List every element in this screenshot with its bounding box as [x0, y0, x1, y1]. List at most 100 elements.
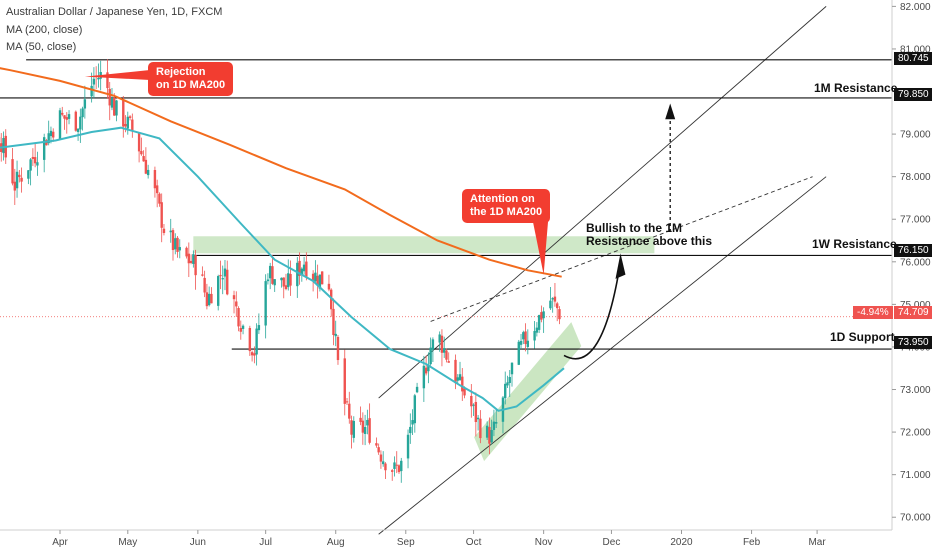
candle-body	[363, 427, 367, 434]
candle-body	[160, 202, 163, 228]
candle-body	[289, 273, 292, 286]
candle-body	[519, 340, 523, 345]
x-tick-label: Sep	[397, 537, 415, 548]
tag-change-percent: -4.94%	[853, 306, 893, 319]
candle-body	[189, 260, 193, 263]
candle-body	[155, 185, 159, 194]
target-arrowhead	[665, 103, 676, 120]
y-tick-label: 75.000	[900, 300, 931, 311]
candle-body	[454, 359, 457, 384]
candle-body	[485, 425, 489, 438]
candle-body	[13, 181, 16, 191]
candle-body	[429, 347, 432, 365]
candle-body	[76, 128, 80, 132]
candle-body	[257, 325, 261, 331]
candle-body	[443, 348, 446, 353]
candle-body	[33, 157, 37, 164]
candle-body	[169, 230, 172, 233]
candle-body	[431, 339, 435, 350]
candle-body	[400, 460, 403, 472]
candle-body	[42, 137, 46, 160]
tag-73950: 73.950	[894, 336, 932, 349]
attention-pointer	[533, 222, 548, 275]
candle-body	[415, 386, 419, 393]
support-zone	[474, 322, 582, 462]
tag-76150: 76.150	[894, 244, 932, 257]
candle-body	[537, 315, 541, 330]
candle-body	[332, 308, 335, 335]
candle-body	[296, 262, 299, 287]
candle-body	[235, 301, 238, 307]
y-tick-label: 71.000	[900, 470, 931, 481]
candle-body	[524, 331, 527, 345]
candle-body	[15, 171, 19, 189]
candle-body	[83, 99, 87, 109]
candle-body	[535, 327, 539, 333]
candle-body	[327, 283, 331, 290]
candle-body	[264, 281, 267, 326]
candle-body	[124, 123, 127, 127]
candle-body	[115, 100, 118, 116]
candle-body	[494, 422, 498, 424]
candle-body	[551, 298, 554, 300]
x-tick-label: May	[118, 537, 137, 548]
candle-body	[18, 174, 21, 178]
ma50-line	[0, 126, 565, 412]
candle-body	[140, 151, 143, 155]
candle-body	[20, 177, 23, 182]
level-lines	[0, 59, 892, 350]
candle-body	[65, 117, 68, 120]
candle-body	[458, 374, 462, 380]
candle-body	[126, 116, 129, 129]
candle-body	[61, 112, 64, 115]
candle-body	[411, 420, 414, 425]
indicator-ma200[interactable]: MA (200, close)	[6, 24, 83, 36]
candle-body	[58, 110, 62, 140]
candle-body	[440, 335, 444, 353]
candle-body	[49, 130, 53, 137]
x-tick-label: Oct	[466, 537, 482, 548]
tag-current-price: 74.709	[894, 306, 932, 319]
bullish-note: Bullish to the 1M Resistance above this	[586, 221, 713, 248]
y-tick-label: 73.000	[900, 385, 931, 396]
candle-body	[472, 404, 475, 406]
candle-body	[361, 420, 365, 433]
candle-body	[320, 271, 324, 285]
candle-body	[266, 279, 270, 282]
x-tick-label: Dec	[603, 537, 621, 548]
candle-body	[474, 401, 478, 423]
y-tick-label: 72.000	[900, 428, 931, 439]
candle-body	[368, 418, 371, 443]
candle-body	[106, 72, 109, 89]
candle-body	[510, 362, 514, 375]
candle-body	[79, 116, 82, 130]
candle-body	[144, 159, 148, 174]
candle-body	[201, 274, 204, 276]
candle-body	[302, 264, 306, 272]
x-tick-label: Aug	[327, 537, 345, 548]
x-tick-label: Jun	[190, 537, 206, 548]
candle-body	[237, 308, 240, 327]
candle-body	[63, 115, 66, 119]
candle-body	[137, 133, 141, 152]
candle-body	[463, 388, 466, 396]
candle-body	[314, 272, 317, 282]
candle-body	[239, 327, 242, 332]
plot-background	[0, 0, 892, 530]
candle-body	[174, 238, 177, 250]
label-1d-support: 1D Support	[830, 330, 895, 344]
indicator-ma50[interactable]: MA (50, close)	[6, 41, 77, 53]
candle-body	[305, 261, 308, 277]
candle-body	[90, 85, 93, 97]
candle-body	[27, 170, 30, 179]
candle-body	[311, 273, 315, 281]
bounce-arrow-path	[563, 261, 622, 360]
candle-body	[479, 418, 482, 439]
candle-body	[375, 443, 378, 446]
candle-body	[424, 367, 428, 374]
candle-body	[526, 340, 530, 347]
candle-body	[194, 255, 197, 276]
x-tick-label: Feb	[743, 537, 761, 548]
candle-body	[128, 116, 132, 118]
